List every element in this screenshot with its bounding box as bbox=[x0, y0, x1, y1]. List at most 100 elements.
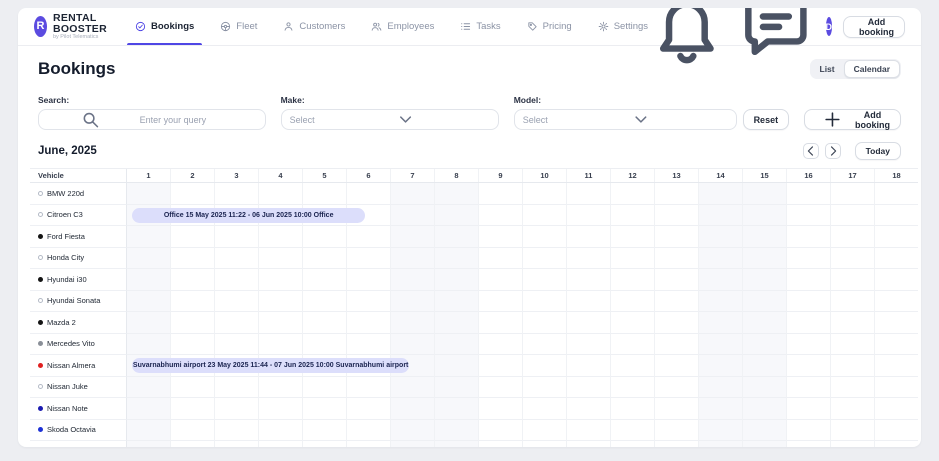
day-cell[interactable] bbox=[611, 419, 655, 441]
day-cell[interactable] bbox=[259, 333, 303, 355]
day-cell[interactable] bbox=[655, 226, 699, 248]
day-cell[interactable] bbox=[259, 290, 303, 312]
day-cell[interactable] bbox=[523, 226, 567, 248]
day-cell[interactable] bbox=[479, 441, 523, 447]
day-cell[interactable] bbox=[435, 333, 479, 355]
day-cell[interactable] bbox=[523, 269, 567, 291]
day-cell[interactable] bbox=[787, 441, 831, 447]
day-cell[interactable] bbox=[611, 290, 655, 312]
day-cell[interactable] bbox=[435, 269, 479, 291]
day-cell[interactable] bbox=[875, 334, 918, 355]
day-cell[interactable] bbox=[435, 355, 479, 377]
day-cell[interactable] bbox=[303, 419, 347, 441]
day-cell[interactable] bbox=[567, 441, 611, 447]
day-cell[interactable] bbox=[391, 312, 435, 334]
day-cell[interactable] bbox=[303, 183, 347, 205]
day-cell[interactable] bbox=[479, 355, 523, 377]
day-cell[interactable] bbox=[215, 312, 259, 334]
day-cell[interactable] bbox=[391, 247, 435, 269]
day-cell[interactable] bbox=[787, 376, 831, 398]
day-cell[interactable] bbox=[875, 291, 918, 312]
day-cell[interactable] bbox=[875, 441, 918, 447]
booking-pill[interactable]: Suvarnabhumi airport 23 May 2025 11:44 -… bbox=[131, 358, 410, 374]
day-cell[interactable] bbox=[743, 312, 787, 334]
day-cell[interactable] bbox=[743, 204, 787, 226]
day-cell[interactable] bbox=[259, 376, 303, 398]
day-cell[interactable] bbox=[523, 398, 567, 420]
day-cell[interactable] bbox=[215, 290, 259, 312]
day-cell[interactable] bbox=[875, 226, 918, 248]
day-cell[interactable] bbox=[567, 183, 611, 205]
day-cell[interactable] bbox=[171, 183, 215, 205]
day-cell[interactable] bbox=[523, 376, 567, 398]
day-cell[interactable] bbox=[479, 204, 523, 226]
day-cell[interactable] bbox=[831, 204, 875, 226]
day-cell[interactable] bbox=[655, 183, 699, 205]
day-cell[interactable] bbox=[347, 290, 391, 312]
day-cell[interactable] bbox=[127, 290, 171, 312]
day-cell[interactable] bbox=[523, 290, 567, 312]
day-cell[interactable] bbox=[259, 312, 303, 334]
day-cell[interactable] bbox=[875, 205, 918, 226]
day-cell[interactable] bbox=[743, 247, 787, 269]
day-cell[interactable] bbox=[127, 376, 171, 398]
booking-pill[interactable]: Office 15 May 2025 11:22 - 06 Jun 2025 1… bbox=[131, 207, 366, 223]
day-cell[interactable] bbox=[655, 290, 699, 312]
day-cell[interactable] bbox=[215, 269, 259, 291]
day-cell[interactable] bbox=[611, 441, 655, 447]
day-cell[interactable] bbox=[787, 183, 831, 205]
reset-button[interactable]: Reset bbox=[742, 109, 790, 130]
day-cell[interactable] bbox=[303, 398, 347, 420]
day-cell[interactable] bbox=[347, 247, 391, 269]
day-cell[interactable] bbox=[655, 204, 699, 226]
day-cell[interactable] bbox=[699, 269, 743, 291]
day-cell[interactable] bbox=[215, 183, 259, 205]
day-cell[interactable] bbox=[875, 398, 918, 420]
prev-month-button[interactable] bbox=[802, 143, 819, 159]
day-cell[interactable] bbox=[787, 290, 831, 312]
day-cell[interactable] bbox=[479, 269, 523, 291]
day-cell[interactable] bbox=[171, 226, 215, 248]
day-cell[interactable] bbox=[479, 290, 523, 312]
day-cell[interactable] bbox=[127, 312, 171, 334]
day-cell[interactable] bbox=[303, 441, 347, 447]
day-cell[interactable] bbox=[831, 419, 875, 441]
day-cell[interactable] bbox=[787, 204, 831, 226]
day-cell[interactable] bbox=[611, 204, 655, 226]
day-cell[interactable] bbox=[127, 183, 171, 205]
messages-button[interactable] bbox=[737, 8, 815, 65]
day-cell[interactable] bbox=[875, 377, 918, 398]
day-cell[interactable] bbox=[171, 247, 215, 269]
day-cell[interactable] bbox=[875, 183, 918, 205]
day-cell[interactable] bbox=[391, 398, 435, 420]
day-cell[interactable] bbox=[259, 269, 303, 291]
day-cell[interactable] bbox=[171, 376, 215, 398]
day-cell[interactable] bbox=[743, 226, 787, 248]
day-cell[interactable] bbox=[171, 398, 215, 420]
day-cell[interactable] bbox=[347, 183, 391, 205]
day-cell[interactable] bbox=[479, 226, 523, 248]
day-cell[interactable] bbox=[435, 312, 479, 334]
day-cell[interactable] bbox=[831, 441, 875, 447]
day-cell[interactable] bbox=[435, 419, 479, 441]
day-cell[interactable] bbox=[215, 419, 259, 441]
day-cell[interactable] bbox=[743, 290, 787, 312]
day-cell[interactable] bbox=[743, 269, 787, 291]
day-cell[interactable] bbox=[259, 441, 303, 447]
day-cell[interactable] bbox=[787, 269, 831, 291]
day-cell[interactable] bbox=[479, 333, 523, 355]
day-cell[interactable] bbox=[215, 376, 259, 398]
day-cell[interactable] bbox=[171, 312, 215, 334]
day-cell[interactable] bbox=[523, 247, 567, 269]
day-cell[interactable] bbox=[391, 183, 435, 205]
day-cell[interactable] bbox=[523, 441, 567, 447]
day-cell[interactable] bbox=[787, 419, 831, 441]
day-cell[interactable] bbox=[127, 441, 171, 447]
day-cell[interactable] bbox=[699, 355, 743, 377]
day-cell[interactable] bbox=[391, 376, 435, 398]
day-cell[interactable] bbox=[787, 226, 831, 248]
day-cell[interactable] bbox=[523, 419, 567, 441]
day-cell[interactable] bbox=[831, 226, 875, 248]
nav-item-fleet[interactable]: Fleet bbox=[220, 8, 257, 45]
day-cell[interactable] bbox=[523, 204, 567, 226]
